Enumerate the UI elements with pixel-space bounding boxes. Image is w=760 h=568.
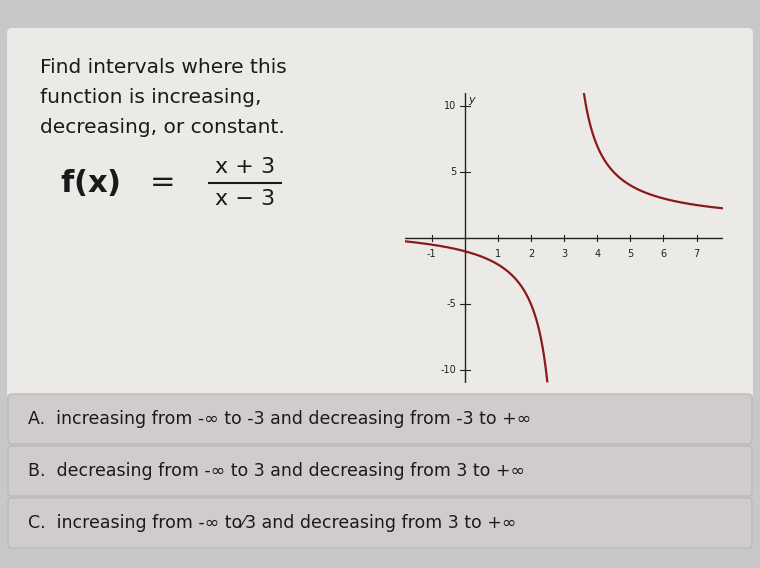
FancyBboxPatch shape xyxy=(8,394,752,444)
Text: 4: 4 xyxy=(594,249,600,258)
Text: 10: 10 xyxy=(444,101,456,111)
Text: -5: -5 xyxy=(447,299,456,309)
FancyBboxPatch shape xyxy=(8,446,752,496)
Text: 5: 5 xyxy=(450,167,456,177)
Text: 3: 3 xyxy=(561,249,567,258)
Text: C.  increasing from -∞ to⁄3 and decreasing from 3 to +∞: C. increasing from -∞ to⁄3 and decreasin… xyxy=(28,514,516,532)
Text: decreasing, or constant.: decreasing, or constant. xyxy=(40,118,285,137)
Text: $\mathbf{f}$$\mathbf{(x)}$: $\mathbf{f}$$\mathbf{(x)}$ xyxy=(60,168,120,198)
Text: =: = xyxy=(150,169,176,198)
Text: 1: 1 xyxy=(495,249,501,258)
Text: 7: 7 xyxy=(693,249,700,258)
Text: 5: 5 xyxy=(627,249,633,258)
Text: B.  decreasing from -∞ to 3 and decreasing from 3 to +∞: B. decreasing from -∞ to 3 and decreasin… xyxy=(28,462,525,480)
Text: Find intervals where this: Find intervals where this xyxy=(40,58,287,77)
FancyBboxPatch shape xyxy=(7,28,753,398)
Text: 6: 6 xyxy=(660,249,667,258)
Text: -10: -10 xyxy=(441,365,456,375)
Text: x + 3: x + 3 xyxy=(215,157,275,177)
Text: y: y xyxy=(468,95,474,105)
FancyBboxPatch shape xyxy=(8,498,752,548)
Text: A.  increasing from -∞ to -3 and decreasing from -3 to +∞: A. increasing from -∞ to -3 and decreasi… xyxy=(28,410,531,428)
Text: 2: 2 xyxy=(527,249,534,258)
Text: x − 3: x − 3 xyxy=(215,189,275,209)
Text: -1: -1 xyxy=(426,249,436,258)
Text: function is increasing,: function is increasing, xyxy=(40,88,261,107)
